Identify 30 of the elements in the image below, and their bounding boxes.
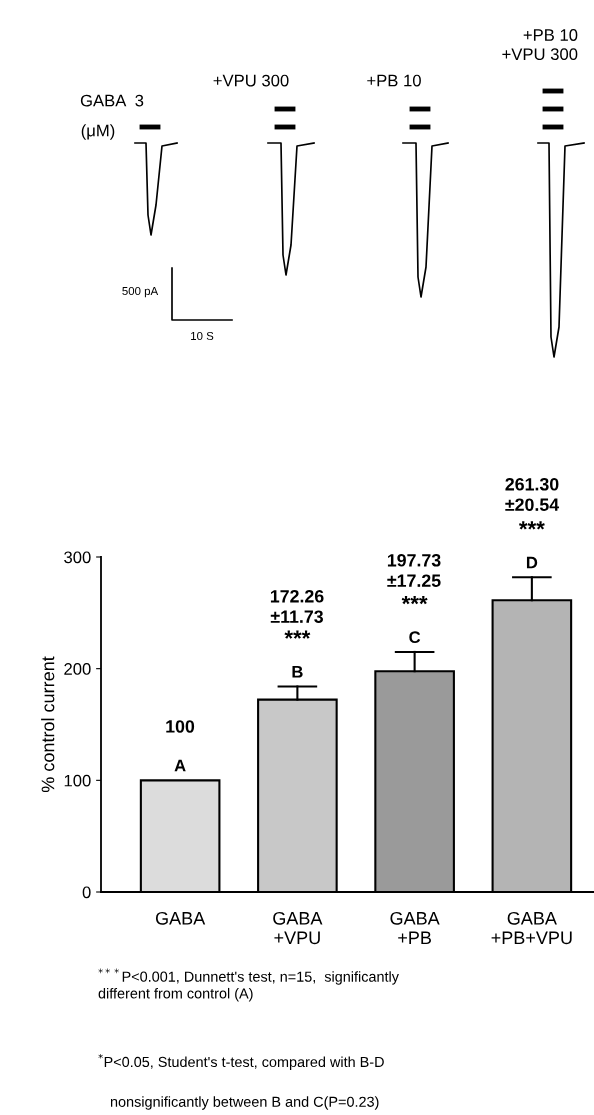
text: GABA 3	[80, 94, 144, 107]
text: 261.30 ±20.54	[505, 477, 560, 511]
x-tick-label: GABA +PB+VPU	[491, 911, 572, 945]
x-tick-label: GABA +PB	[390, 911, 440, 944]
y-tick-label: 0	[82, 886, 91, 899]
x-tick-label: GABA +VPU	[273, 911, 323, 945]
text: (μM)	[81, 124, 115, 140]
annotation: D	[526, 556, 538, 569]
text: +PB 10 +VPU 300	[502, 29, 578, 61]
text: 500 pA	[122, 286, 159, 298]
x-tick-label: GABA	[155, 911, 206, 925]
annotation: 100	[166, 720, 195, 733]
text: $^{***}$P<0.001, Dunnett's test, n=15, significantly different from control (A)	[98, 968, 399, 1002]
text: +VPU 300	[213, 74, 289, 87]
annotation: C	[409, 631, 421, 644]
y-axis-title: % control current	[41, 656, 55, 793]
y-tick-label: 200	[64, 663, 91, 675]
y-tick-label: 100	[64, 774, 91, 787]
annotation: ***	[518, 521, 545, 530]
text: 10 S	[191, 331, 214, 341]
text: $^{*}$P<0.05, Student's t-test, compared with B-D	[98, 1053, 384, 1070]
annotation: B	[292, 666, 303, 678]
text: +PB 10	[367, 74, 421, 87]
annotation: 172.26 ±11.73	[270, 589, 324, 624]
annotation: ***	[401, 595, 428, 605]
annotation: A	[174, 759, 186, 772]
text: nonsignificantly between B and C(P=0.23)	[110, 1096, 379, 1110]
y-tick-label: 300	[64, 551, 91, 564]
annotation: ***	[284, 630, 311, 639]
annotation: 197.73 ±17.25	[387, 553, 441, 587]
